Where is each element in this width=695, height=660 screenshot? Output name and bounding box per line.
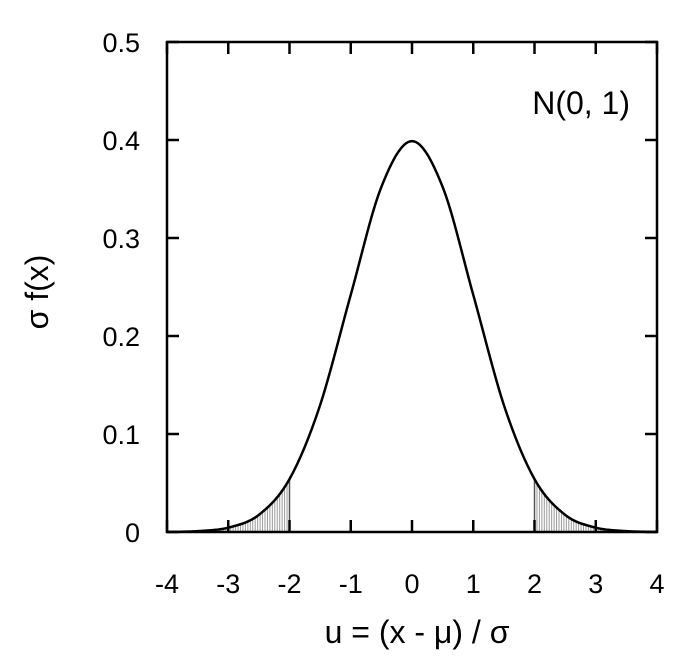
y-tick-label: 0.2 [102,322,140,352]
x-tick-label: 0 [404,569,419,599]
x-axis-title: u = (x - μ) / σ [325,614,510,650]
y-tick-label: 0.1 [102,420,140,450]
x-tick-label: 3 [588,569,603,599]
x-tick-label: -4 [155,569,179,599]
axis-ticks [165,40,659,534]
y-tick-label: 0.5 [102,28,140,58]
x-tick-labels: -4 -3 -2 -1 0 1 2 3 4 [155,569,665,599]
x-tick-label: 4 [649,569,664,599]
y-tick-label: 0 [125,518,140,548]
x-tick-label: 2 [527,569,542,599]
x-tick-label: -3 [216,569,240,599]
distribution-annotation: N(0, 1) [532,85,630,121]
x-tick-label: 1 [466,569,481,599]
y-tick-label: 0.3 [102,224,140,254]
x-tick-label: -2 [277,569,301,599]
y-tick-labels: 0 0.1 0.2 0.3 0.4 0.5 [102,28,140,548]
x-tick-label: -1 [339,569,363,599]
y-axis-title: σ f(x) [19,255,55,330]
y-tick-label: 0.4 [102,126,140,156]
density-curve [166,139,658,534]
